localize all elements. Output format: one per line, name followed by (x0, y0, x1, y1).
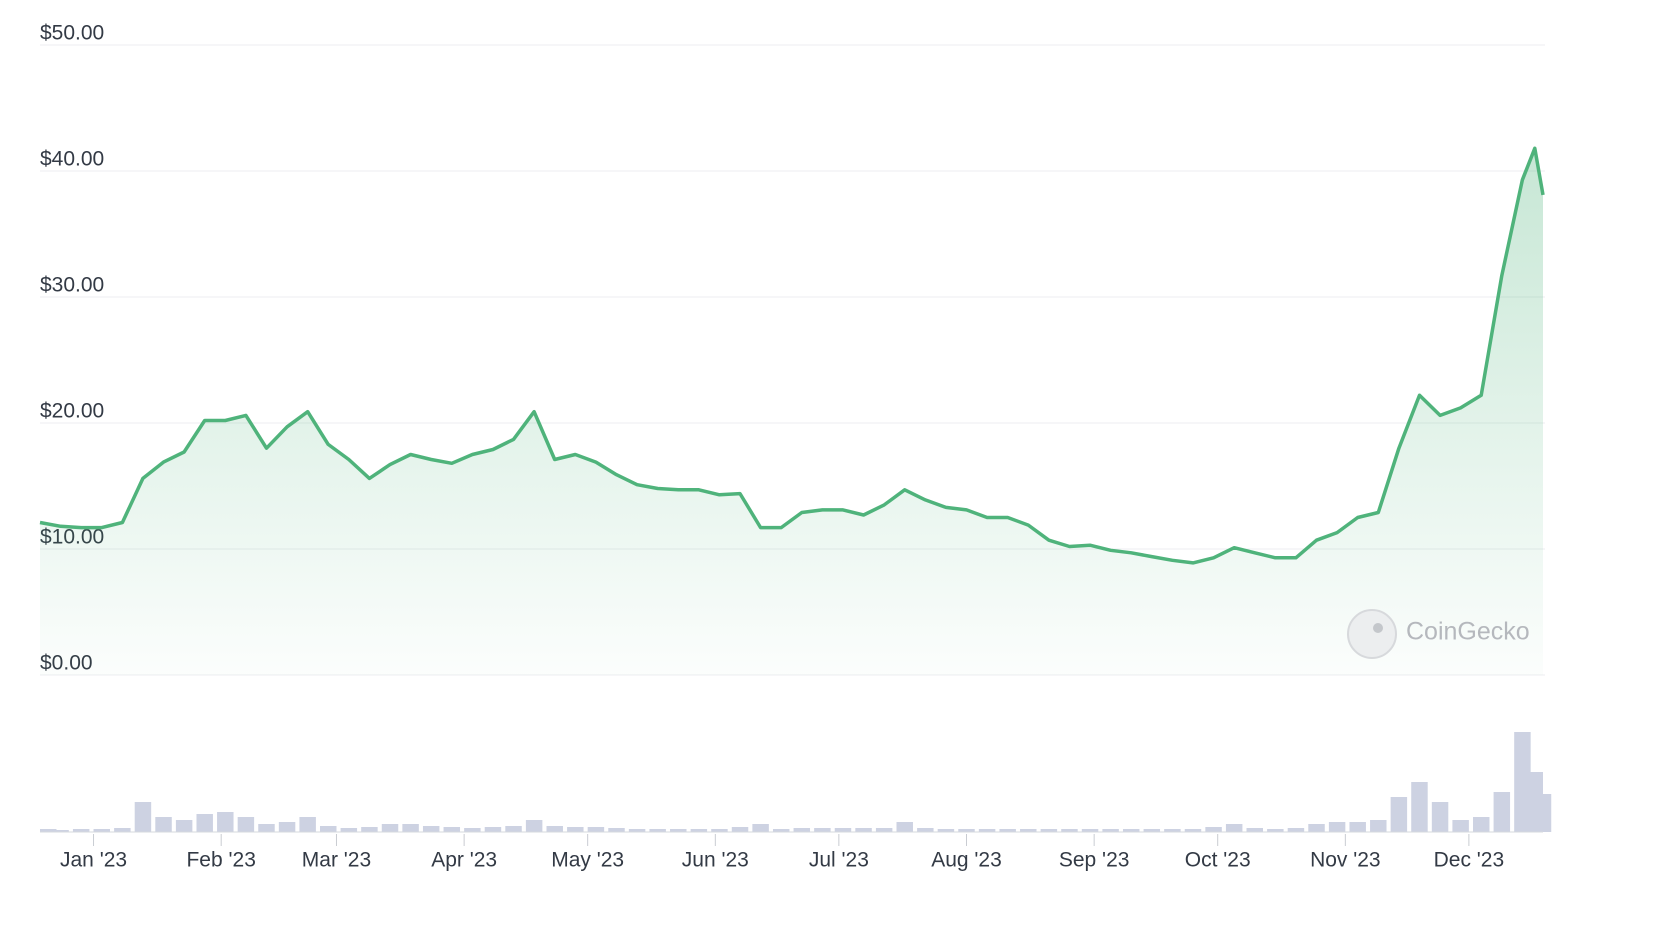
volume-bar (443, 827, 461, 832)
volume-bar (1184, 829, 1202, 832)
volume-bar (855, 828, 872, 832)
x-tick-label: Jul '23 (809, 849, 869, 872)
volume-bar (834, 828, 852, 832)
volume-bar (1452, 820, 1469, 832)
volume-bar (978, 829, 996, 832)
volume-bar (896, 822, 913, 832)
volume-bar (649, 829, 666, 832)
watermark-text: CoinGecko (1406, 618, 1530, 646)
watermark-logo (1347, 609, 1397, 659)
volume-bar (1143, 829, 1161, 832)
volume-bar (608, 828, 625, 832)
volume-bar (1287, 828, 1305, 832)
volume-bar (546, 826, 563, 832)
volume-bar (937, 829, 955, 832)
x-tick-label: May '23 (551, 849, 624, 872)
volume-bar (1040, 829, 1058, 832)
volume-bar (52, 830, 69, 832)
volume-bar (690, 829, 708, 832)
volume-bar (217, 812, 234, 832)
x-tick-label: Feb '23 (186, 849, 255, 872)
volume-bar (711, 829, 728, 832)
volume-bar (567, 827, 584, 832)
volume-bar (1020, 829, 1037, 832)
volume-bar (1349, 822, 1366, 832)
volume-bar (464, 828, 481, 832)
volume-bar (196, 814, 213, 832)
x-tick-label: Nov '23 (1310, 849, 1381, 872)
volume-bar (484, 827, 502, 832)
volume-bar (72, 829, 90, 832)
volume-bar (1328, 822, 1346, 832)
volume-bar (1122, 829, 1140, 832)
volume-bar (628, 829, 646, 832)
y-tick-label: $20.00 (40, 400, 104, 423)
volume-bar (1081, 829, 1099, 832)
volume-bar (381, 824, 399, 832)
volume-bar (1390, 797, 1408, 832)
volume-bar (958, 829, 975, 832)
volume-bar (505, 826, 522, 832)
volume-bar (237, 817, 255, 832)
x-tick-label: Jun '23 (682, 849, 749, 872)
volume-bar (258, 824, 275, 832)
volume-bar (1164, 829, 1181, 832)
x-tick-label: Apr '23 (431, 849, 497, 872)
volume-bar (361, 827, 378, 832)
volume-bar (525, 820, 543, 832)
volume-bar (422, 826, 440, 832)
volume-bar (1308, 824, 1325, 832)
volume-bar (917, 828, 934, 832)
volume-bar (752, 824, 769, 832)
volume-bar (1102, 829, 1119, 832)
volume-bar (1514, 732, 1531, 832)
price-line (39, 146, 1545, 565)
volume-bar (814, 828, 831, 832)
x-tick-label: Jan '23 (60, 849, 127, 872)
volume-bar (299, 817, 316, 832)
y-tick-label: $40.00 (40, 148, 104, 171)
volume-bar (1225, 824, 1243, 832)
x-tick-label: Oct '23 (1185, 849, 1251, 872)
x-tick-label: Mar '23 (302, 849, 371, 872)
volume-bar (175, 820, 193, 832)
volume-bar (731, 827, 749, 832)
volume-bar (93, 829, 111, 832)
volume-bar (793, 828, 811, 832)
x-tick-label: Dec '23 (1434, 849, 1505, 872)
volume-bar (670, 829, 687, 832)
volume-bar (402, 824, 419, 832)
price-area (40, 148, 1543, 676)
volume-bar (1493, 792, 1511, 832)
volume-bar (1061, 829, 1078, 832)
y-tick-label: $50.00 (40, 22, 104, 45)
volume-bar (155, 817, 172, 832)
watermark: CoinGecko (1347, 609, 1530, 659)
volume-bar (134, 802, 152, 832)
volume-bar (1267, 829, 1284, 832)
volume-bar (1534, 794, 1552, 832)
volume-bar (1370, 820, 1387, 832)
watermark-logo-eye (1373, 623, 1383, 633)
volume-bar (1205, 827, 1222, 832)
volume-bar (875, 828, 893, 832)
volume-bar (999, 829, 1016, 832)
volume-bar (40, 829, 57, 832)
volume-bar (320, 826, 337, 832)
x-tick-label: Sep '23 (1059, 849, 1130, 872)
volume-bar (114, 828, 131, 832)
volume-bar (587, 827, 605, 832)
y-tick-label: $30.00 (40, 274, 104, 297)
volume-bar (278, 822, 296, 832)
volume-bar (340, 828, 358, 832)
x-tick-label: Aug '23 (931, 849, 1002, 872)
volume-bar (1431, 802, 1449, 832)
volume-bar (1472, 817, 1490, 832)
volume-bar (772, 829, 790, 832)
volume-bar (1246, 828, 1263, 832)
volume-bar (1411, 782, 1428, 832)
